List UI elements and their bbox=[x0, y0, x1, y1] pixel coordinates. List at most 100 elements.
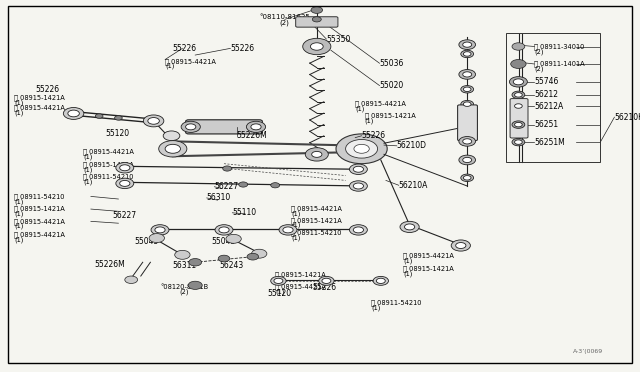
Text: 55226M: 55226M bbox=[95, 260, 125, 269]
Circle shape bbox=[188, 281, 202, 289]
Circle shape bbox=[461, 50, 474, 58]
Circle shape bbox=[512, 102, 525, 110]
Circle shape bbox=[349, 181, 367, 191]
Text: (1): (1) bbox=[355, 105, 365, 112]
Circle shape bbox=[515, 140, 522, 144]
Circle shape bbox=[349, 225, 367, 235]
Circle shape bbox=[515, 122, 522, 127]
Text: 55226: 55226 bbox=[312, 283, 337, 292]
Text: (1): (1) bbox=[275, 289, 285, 295]
Text: (1): (1) bbox=[14, 223, 24, 230]
Text: (1): (1) bbox=[371, 305, 381, 311]
Circle shape bbox=[283, 227, 293, 233]
Circle shape bbox=[189, 259, 202, 266]
Circle shape bbox=[354, 144, 369, 153]
Circle shape bbox=[120, 180, 130, 186]
Circle shape bbox=[461, 100, 474, 108]
Circle shape bbox=[271, 276, 286, 285]
Circle shape bbox=[461, 86, 474, 93]
Text: 55120: 55120 bbox=[106, 129, 130, 138]
Circle shape bbox=[349, 164, 367, 174]
Circle shape bbox=[148, 118, 159, 124]
Circle shape bbox=[271, 183, 280, 188]
Circle shape bbox=[463, 87, 471, 92]
Text: 56251: 56251 bbox=[534, 120, 559, 129]
Text: (1): (1) bbox=[165, 63, 175, 70]
Circle shape bbox=[165, 144, 180, 153]
Text: ⓖ 08915-1421A: ⓖ 08915-1421A bbox=[83, 161, 134, 168]
Circle shape bbox=[463, 42, 472, 47]
Circle shape bbox=[274, 278, 283, 283]
Circle shape bbox=[303, 38, 331, 55]
Circle shape bbox=[218, 255, 230, 262]
Text: Ⓝ 08911-54210: Ⓝ 08911-54210 bbox=[14, 193, 65, 200]
Circle shape bbox=[251, 124, 261, 130]
FancyBboxPatch shape bbox=[510, 99, 528, 138]
Circle shape bbox=[115, 116, 122, 120]
Text: 56251M: 56251M bbox=[534, 138, 565, 147]
Text: ⓘ 08915-4421A: ⓘ 08915-4421A bbox=[165, 58, 216, 65]
FancyBboxPatch shape bbox=[458, 105, 477, 141]
Circle shape bbox=[511, 60, 526, 68]
Circle shape bbox=[247, 253, 259, 260]
Text: Ⓝ 08911-54210: Ⓝ 08911-54210 bbox=[291, 229, 342, 236]
Text: (1): (1) bbox=[14, 99, 24, 106]
Circle shape bbox=[279, 225, 297, 235]
Circle shape bbox=[159, 141, 187, 157]
Text: A·3’(0069: A·3’(0069 bbox=[573, 349, 603, 354]
Text: 56210A: 56210A bbox=[399, 181, 428, 190]
Text: 55120: 55120 bbox=[268, 289, 292, 298]
Circle shape bbox=[463, 176, 471, 180]
Text: (1): (1) bbox=[403, 257, 413, 264]
Circle shape bbox=[120, 165, 130, 171]
Circle shape bbox=[512, 91, 525, 99]
Circle shape bbox=[459, 40, 476, 49]
Text: ⓘ 08915-4421A: ⓘ 08915-4421A bbox=[275, 284, 326, 291]
FancyBboxPatch shape bbox=[296, 17, 338, 27]
Circle shape bbox=[346, 140, 378, 158]
Text: 55226: 55226 bbox=[35, 85, 60, 94]
Circle shape bbox=[376, 278, 385, 283]
Text: ⓘ 08915-4421A: ⓘ 08915-4421A bbox=[14, 218, 65, 225]
Circle shape bbox=[312, 17, 321, 22]
Circle shape bbox=[319, 276, 334, 285]
Circle shape bbox=[95, 114, 103, 118]
Circle shape bbox=[463, 72, 472, 77]
Circle shape bbox=[116, 163, 134, 173]
Circle shape bbox=[246, 121, 266, 132]
Circle shape bbox=[125, 276, 138, 283]
Circle shape bbox=[515, 104, 522, 108]
Text: (1): (1) bbox=[291, 222, 301, 228]
Text: ⓘ 08915-4421A: ⓘ 08915-4421A bbox=[83, 148, 134, 155]
Text: (1): (1) bbox=[83, 154, 93, 160]
Text: ⓖ 08915-1421A: ⓖ 08915-1421A bbox=[403, 265, 454, 272]
Text: (2): (2) bbox=[534, 65, 544, 72]
Text: 55045: 55045 bbox=[211, 237, 236, 246]
Circle shape bbox=[223, 166, 232, 171]
Circle shape bbox=[149, 234, 164, 243]
Circle shape bbox=[252, 249, 267, 258]
Circle shape bbox=[353, 227, 364, 233]
Text: 55226: 55226 bbox=[173, 44, 197, 53]
Circle shape bbox=[151, 225, 169, 235]
Text: (1): (1) bbox=[403, 270, 413, 277]
Text: 56310: 56310 bbox=[207, 193, 231, 202]
Circle shape bbox=[459, 137, 476, 146]
Text: 56311: 56311 bbox=[173, 262, 197, 270]
Circle shape bbox=[219, 227, 229, 233]
Text: 55746: 55746 bbox=[534, 77, 559, 86]
Circle shape bbox=[463, 102, 471, 106]
Text: (1): (1) bbox=[14, 109, 24, 116]
Text: ⓘ 08915-4421A: ⓘ 08915-4421A bbox=[291, 206, 342, 212]
Text: ⓖ 08915-1421A: ⓖ 08915-1421A bbox=[275, 271, 326, 278]
Text: (1): (1) bbox=[83, 166, 93, 173]
Text: Ⓝ 08911-34010: Ⓝ 08911-34010 bbox=[534, 43, 585, 50]
Text: 56210K: 56210K bbox=[614, 113, 640, 122]
Text: 55036: 55036 bbox=[380, 59, 404, 68]
Circle shape bbox=[459, 155, 476, 165]
Circle shape bbox=[400, 221, 419, 232]
Text: 56212A: 56212A bbox=[534, 102, 564, 110]
Circle shape bbox=[155, 227, 165, 233]
Text: °08120-8161B: °08120-8161B bbox=[160, 284, 209, 290]
Text: ⓘ 08915-4421A: ⓘ 08915-4421A bbox=[14, 232, 65, 238]
